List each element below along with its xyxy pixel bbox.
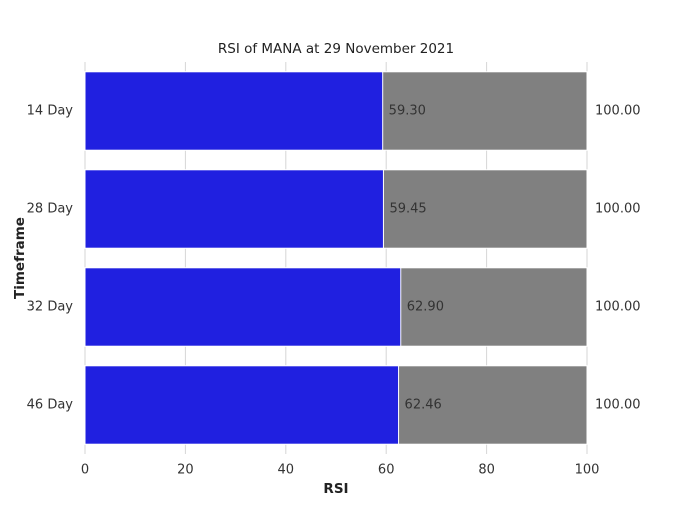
value-label: 59.30 (389, 104, 426, 119)
bar (84, 71, 384, 151)
x-tick-label: 0 (81, 463, 89, 478)
x-tick-label: 20 (177, 463, 194, 478)
x-tick-label: 40 (278, 463, 295, 478)
value-label: 59.45 (389, 202, 426, 217)
x-axis-label: RSI (323, 481, 348, 497)
y-tick-label: 46 Day (27, 398, 74, 413)
value-label: 100.00 (595, 202, 641, 217)
y-axis-label: Timeframe (12, 217, 28, 299)
value-label: 100.00 (595, 398, 641, 413)
y-tick-label: 28 Day (27, 202, 74, 217)
x-tick-label: 60 (378, 463, 395, 478)
chart-title: RSI of MANA at 29 November 2021 (218, 41, 454, 57)
value-label: 62.46 (405, 398, 442, 413)
bar (84, 169, 384, 249)
bar (84, 365, 400, 445)
bar (84, 267, 402, 347)
x-tick-label: 100 (575, 463, 600, 478)
value-label: 100.00 (595, 300, 641, 315)
x-tick-label: 80 (478, 463, 495, 478)
y-tick-label: 14 Day (27, 104, 74, 119)
value-label: 100.00 (595, 104, 641, 119)
value-label: 62.90 (407, 300, 444, 315)
y-tick-label: 32 Day (27, 300, 74, 315)
